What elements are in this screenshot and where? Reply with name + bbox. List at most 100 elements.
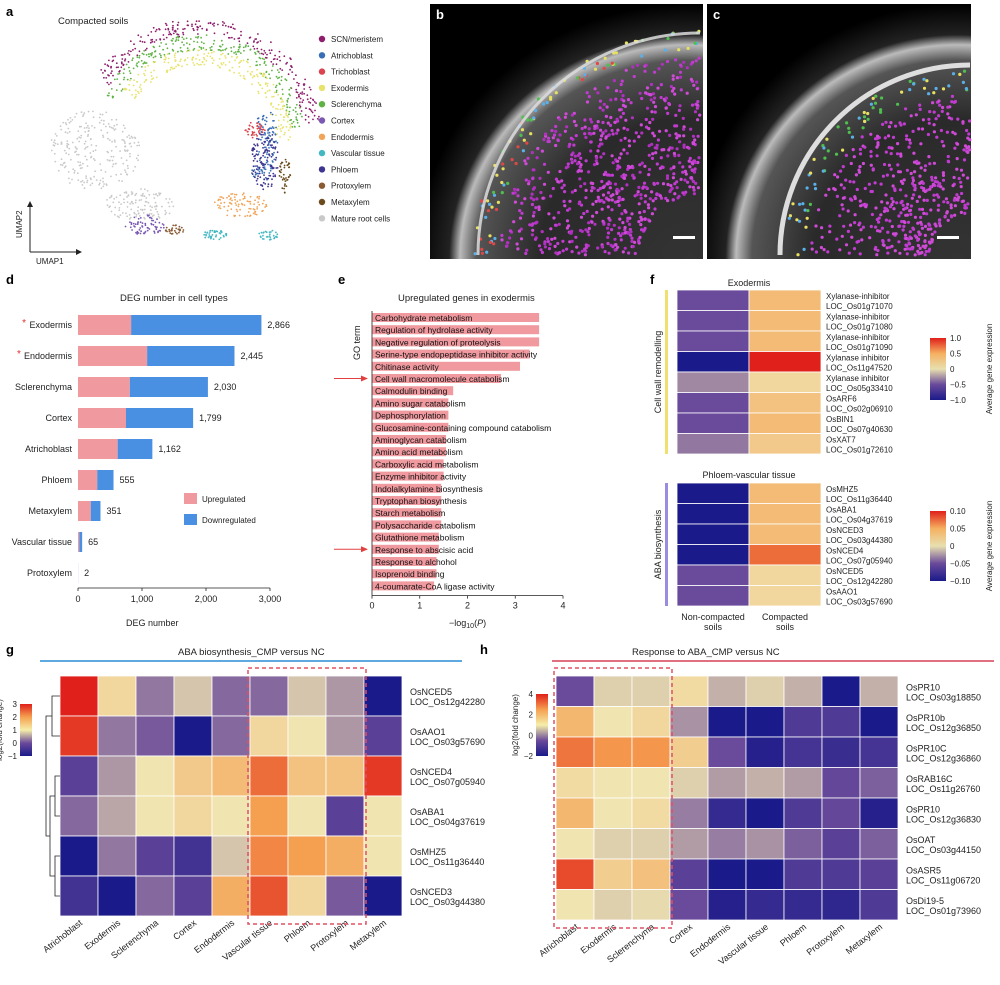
umap-point bbox=[177, 36, 179, 38]
umap-point bbox=[139, 40, 141, 42]
fluorescent-spot bbox=[853, 247, 856, 250]
fluorescent-spot bbox=[597, 196, 600, 199]
umap-point bbox=[147, 35, 149, 37]
umap-point bbox=[266, 140, 268, 142]
colorbar bbox=[536, 694, 548, 756]
umap-point bbox=[281, 187, 283, 189]
umap-point bbox=[297, 113, 299, 115]
fluorescent-spot bbox=[895, 232, 898, 235]
fluorescent-spot bbox=[544, 132, 547, 135]
umap-point bbox=[222, 44, 224, 46]
panel-e-title: Upregulated genes in exodermis bbox=[398, 293, 535, 304]
umap-point bbox=[153, 214, 155, 216]
umap-point bbox=[273, 58, 275, 60]
fluorescent-spot bbox=[542, 102, 545, 105]
heatmap-cell bbox=[860, 707, 898, 738]
heatmap-cell bbox=[784, 890, 822, 921]
umap-point bbox=[120, 66, 122, 68]
umap-point bbox=[258, 196, 260, 198]
umap-point bbox=[130, 40, 132, 42]
umap-point bbox=[117, 73, 119, 75]
fluorescent-spot bbox=[531, 193, 534, 196]
umap-point bbox=[213, 238, 215, 240]
umap-point bbox=[169, 33, 171, 35]
fluorescent-spot bbox=[652, 182, 655, 185]
fluorescent-spot bbox=[552, 187, 555, 190]
umap-point bbox=[195, 58, 197, 60]
fluorescent-spot bbox=[515, 162, 518, 165]
umap-point bbox=[126, 196, 128, 198]
umap-point bbox=[265, 57, 267, 59]
fluorescent-spot bbox=[626, 152, 629, 155]
fluorescent-spot bbox=[640, 123, 643, 126]
umap-point bbox=[116, 124, 118, 126]
heatmap-cell bbox=[860, 737, 898, 768]
umap-point bbox=[95, 149, 97, 151]
fluorescent-spot bbox=[672, 74, 675, 77]
umap-point bbox=[266, 153, 268, 155]
fluorescent-spot bbox=[604, 129, 607, 132]
umap-point bbox=[133, 79, 135, 81]
fluorescent-spot bbox=[845, 121, 848, 124]
umap-point bbox=[296, 120, 298, 122]
heatmap-cell bbox=[212, 716, 250, 756]
fluorescent-spot bbox=[965, 87, 968, 90]
umap-point bbox=[253, 208, 255, 210]
umap-point bbox=[175, 232, 177, 234]
fluorescent-spot bbox=[532, 198, 535, 201]
fluorescent-spot bbox=[889, 205, 892, 208]
fluorescent-spot bbox=[806, 217, 809, 220]
umap-point bbox=[252, 153, 254, 155]
fluorescent-spot bbox=[567, 224, 570, 227]
fluorescent-spot bbox=[596, 62, 599, 65]
umap-point bbox=[129, 143, 131, 145]
umap-point bbox=[146, 201, 148, 203]
fluorescent-spot bbox=[964, 206, 967, 209]
fluorescent-spot bbox=[563, 204, 566, 207]
umap-point bbox=[93, 176, 95, 178]
umap-point bbox=[112, 127, 114, 129]
fluorescent-spot bbox=[932, 183, 935, 186]
umap-point bbox=[114, 55, 116, 57]
fluorescent-spot bbox=[841, 203, 844, 206]
f-colorbar-tick: −0.10 bbox=[950, 577, 971, 586]
umap-point bbox=[239, 47, 241, 49]
heatmap-cell bbox=[594, 768, 632, 799]
fluorescent-spot bbox=[679, 64, 682, 67]
umap-point bbox=[268, 73, 270, 75]
umap-point bbox=[225, 233, 227, 235]
heatmap-cell bbox=[250, 716, 288, 756]
umap-point bbox=[122, 64, 124, 66]
umap-point bbox=[296, 97, 298, 99]
fluorescent-spot bbox=[572, 144, 575, 147]
f-cell bbox=[677, 483, 749, 504]
umap-point bbox=[203, 234, 205, 236]
fluorescent-spot bbox=[924, 253, 927, 256]
umap-point bbox=[318, 116, 320, 118]
fluorescent-spot bbox=[892, 207, 895, 210]
umap-point bbox=[54, 153, 56, 155]
umap-point bbox=[254, 213, 256, 215]
umap-point bbox=[85, 141, 87, 143]
fluorescent-spot bbox=[611, 62, 614, 65]
umap-point bbox=[278, 71, 280, 73]
umap-point bbox=[123, 125, 125, 127]
fluorescent-spot bbox=[630, 237, 633, 240]
fluorescent-spot bbox=[622, 99, 625, 102]
umap-point bbox=[253, 75, 255, 77]
fluorescent-spot bbox=[963, 158, 966, 161]
fluorescent-spot bbox=[852, 180, 855, 183]
umap-point bbox=[165, 43, 167, 45]
fluorescent-spot bbox=[599, 100, 602, 103]
umap-point bbox=[308, 122, 310, 124]
fluorescent-spot bbox=[854, 197, 857, 200]
umap-point bbox=[240, 52, 242, 54]
fluorescent-spot bbox=[552, 136, 555, 139]
umap-point bbox=[303, 88, 305, 90]
umap-point bbox=[51, 150, 53, 152]
fluorescent-spot bbox=[836, 175, 839, 178]
umap-point bbox=[272, 126, 274, 128]
fluorescent-spot bbox=[912, 193, 915, 196]
umap-point bbox=[268, 183, 270, 185]
